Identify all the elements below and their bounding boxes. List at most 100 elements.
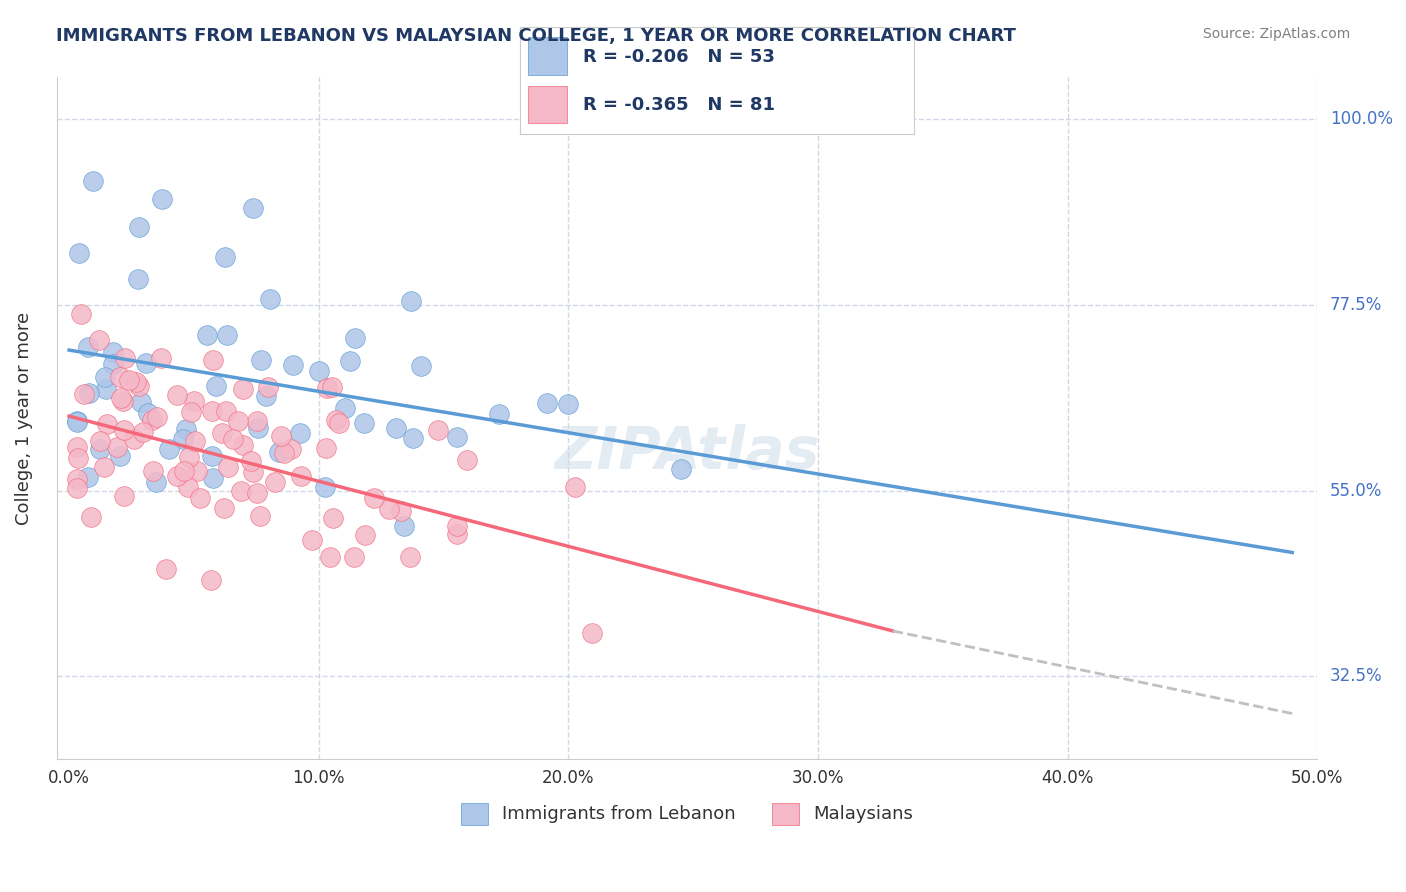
Point	[217, 459, 239, 474]
Point	[247, 420, 270, 434]
Point	[267, 444, 290, 458]
Point	[132, 425, 155, 439]
Text: IMMIGRANTS FROM LEBANON VS MALAYSIAN COLLEGE, 1 YEAR OR MORE CORRELATION CHART: IMMIGRANTS FROM LEBANON VS MALAYSIAN COL…	[56, 27, 1017, 45]
Point	[201, 449, 224, 463]
Point	[456, 452, 478, 467]
Point	[145, 475, 167, 490]
Point	[108, 449, 131, 463]
Point	[325, 412, 347, 426]
Point	[101, 345, 124, 359]
Point	[176, 480, 198, 494]
Point	[128, 219, 150, 234]
Point	[127, 272, 149, 286]
Point	[536, 396, 558, 410]
Point	[141, 413, 163, 427]
Point	[319, 549, 342, 564]
Point	[125, 375, 148, 389]
Point	[280, 442, 302, 456]
Point	[339, 354, 361, 368]
Point	[392, 519, 415, 533]
Point	[174, 421, 197, 435]
Point	[322, 511, 344, 525]
Text: 77.5%: 77.5%	[1330, 295, 1382, 314]
Point	[93, 459, 115, 474]
Point	[195, 328, 218, 343]
Text: R = -0.206   N = 53: R = -0.206 N = 53	[583, 48, 775, 66]
Point	[246, 486, 269, 500]
Point	[290, 469, 312, 483]
Point	[363, 491, 385, 506]
Point	[142, 463, 165, 477]
Point	[314, 480, 336, 494]
Point	[152, 192, 174, 206]
Point	[188, 491, 211, 505]
Text: 32.5%: 32.5%	[1330, 667, 1382, 685]
Point	[80, 510, 103, 524]
Point	[179, 450, 201, 464]
Point	[110, 369, 132, 384]
Point	[202, 353, 225, 368]
Text: 100.0%: 100.0%	[1330, 110, 1393, 128]
Point	[76, 340, 98, 354]
Point	[353, 528, 375, 542]
Point	[411, 359, 433, 374]
Point	[112, 424, 135, 438]
Point	[564, 480, 586, 494]
Point	[94, 369, 117, 384]
Point	[172, 433, 194, 447]
Point	[200, 574, 222, 588]
Point	[263, 475, 285, 489]
Point	[214, 250, 236, 264]
Text: ZIPAtlas: ZIPAtlas	[554, 424, 820, 481]
Point	[270, 429, 292, 443]
Point	[94, 382, 117, 396]
Bar	[529, 86, 568, 123]
Point	[129, 395, 152, 409]
Point	[82, 174, 104, 188]
Point	[250, 352, 273, 367]
Point	[228, 414, 250, 428]
Point	[105, 440, 128, 454]
Point	[118, 372, 141, 386]
Point	[273, 446, 295, 460]
Point	[65, 472, 87, 486]
Legend: Immigrants from Lebanon, Malaysians: Immigrants from Lebanon, Malaysians	[453, 796, 921, 831]
Point	[399, 294, 422, 309]
Point	[77, 385, 100, 400]
Point	[426, 423, 449, 437]
Point	[232, 382, 254, 396]
Point	[245, 414, 267, 428]
Point	[70, 307, 93, 321]
Point	[446, 518, 468, 533]
Point	[217, 328, 239, 343]
Point	[149, 351, 172, 366]
Point	[65, 415, 87, 429]
Point	[249, 509, 271, 524]
Point	[183, 394, 205, 409]
Point	[184, 434, 207, 448]
Point	[186, 464, 208, 478]
Point	[343, 550, 366, 565]
Point	[212, 500, 235, 515]
Text: R = -0.365   N = 81: R = -0.365 N = 81	[583, 96, 775, 114]
Point	[110, 391, 132, 405]
Point	[257, 380, 280, 394]
Point	[128, 379, 150, 393]
Point	[146, 410, 169, 425]
Point	[316, 381, 339, 395]
Point	[111, 394, 134, 409]
Y-axis label: College, 1 year or more: College, 1 year or more	[15, 311, 32, 524]
Point	[446, 527, 468, 541]
Point	[301, 533, 323, 548]
Point	[87, 333, 110, 347]
Point	[242, 465, 264, 479]
Point	[353, 417, 375, 431]
Point	[557, 397, 579, 411]
Point	[384, 421, 406, 435]
Point	[200, 403, 222, 417]
Point	[389, 504, 412, 518]
Point	[77, 469, 100, 483]
Point	[671, 462, 693, 476]
Point	[155, 562, 177, 576]
Point	[157, 442, 180, 456]
